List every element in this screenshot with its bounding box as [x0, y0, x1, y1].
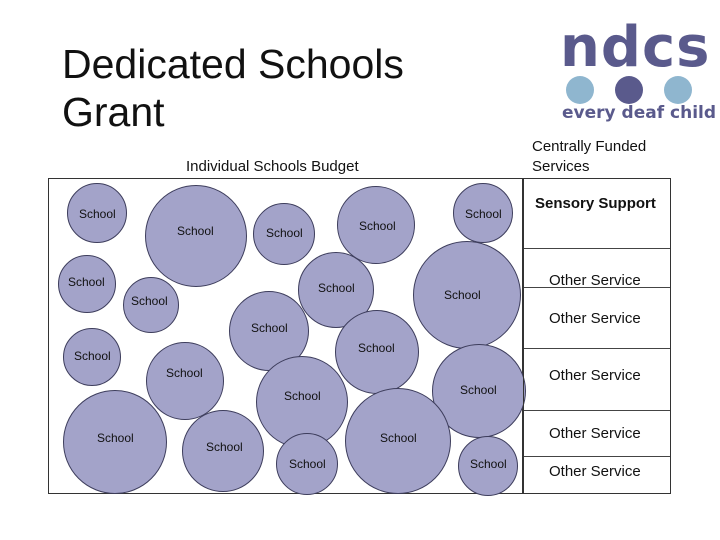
school-circle [67, 183, 127, 243]
page-title: Dedicated Schools Grant [62, 41, 404, 135]
school-label: School [358, 341, 395, 355]
school-circle [253, 203, 315, 265]
school-label: School [206, 440, 243, 454]
school-label: School [359, 219, 396, 233]
service-row [524, 179, 670, 249]
school-circle [337, 186, 415, 264]
school-circle [345, 388, 451, 494]
service-label: Other Service [549, 367, 641, 384]
central-services-box: Sensory Support Other Service Other Servic… [523, 178, 671, 494]
service-row [524, 288, 670, 349]
individual-schools-budget-label: Individual Schools Budget [186, 158, 359, 175]
school-circle [413, 241, 521, 349]
school-circle [335, 310, 419, 394]
school-circle [145, 185, 247, 287]
school-circle [458, 436, 518, 496]
school-circle [453, 183, 513, 243]
school-label: School [444, 288, 481, 302]
school-label: School [460, 383, 497, 397]
service-row [524, 411, 670, 457]
school-label: School [177, 224, 214, 238]
school-circle [146, 342, 224, 420]
logo-dot-icon [664, 76, 692, 104]
service-label: Other Service [549, 425, 641, 442]
logo-wordmark: ndcs [560, 15, 711, 80]
school-label: School [79, 207, 116, 221]
school-circle [123, 277, 179, 333]
school-label: School [166, 366, 203, 380]
school-label: School [318, 281, 355, 295]
service-label: Other Service [549, 272, 641, 289]
school-circle [58, 255, 116, 313]
school-label: School [251, 321, 288, 335]
school-label: School [284, 389, 321, 403]
logo-tagline: every deaf child [562, 103, 717, 123]
school-circle [182, 410, 264, 492]
logo-dot-icon [566, 76, 594, 104]
centrally-funded-services-label: Centrally Funded Services [532, 138, 647, 175]
school-label: School [68, 275, 105, 289]
service-label: Sensory Support [535, 195, 656, 212]
school-label: School [470, 457, 507, 471]
schools-budget-box: School School School School School School Scho… [48, 178, 526, 496]
service-row [524, 249, 670, 288]
school-label: School [266, 226, 303, 240]
school-circle [276, 433, 338, 495]
service-label: Other Service [549, 463, 641, 480]
school-label: School [289, 457, 326, 471]
logo-dot-icon [615, 76, 643, 104]
school-circle [63, 328, 121, 386]
school-label: School [97, 431, 134, 445]
school-circle [63, 390, 167, 494]
school-label: School [465, 207, 502, 221]
school-label: School [131, 294, 168, 308]
service-label: Other Service [549, 310, 641, 327]
school-label: School [74, 349, 111, 363]
school-label: School [380, 431, 417, 445]
service-row [524, 349, 670, 411]
school-circle [256, 356, 348, 448]
ndcs-logo: ndcs every deaf child [560, 20, 716, 130]
